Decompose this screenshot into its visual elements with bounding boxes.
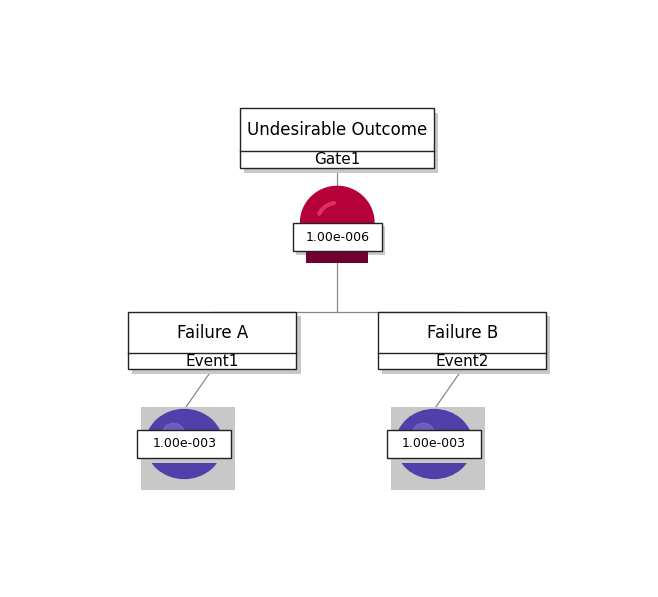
FancyBboxPatch shape <box>391 435 486 463</box>
Polygon shape <box>306 251 368 263</box>
Text: 1.00e-003: 1.00e-003 <box>402 438 466 451</box>
Text: Failure A: Failure A <box>176 324 248 341</box>
Text: Event1: Event1 <box>186 354 239 369</box>
FancyBboxPatch shape <box>391 407 486 490</box>
FancyBboxPatch shape <box>141 435 236 463</box>
FancyBboxPatch shape <box>296 226 386 254</box>
Text: 1.00e-006: 1.00e-006 <box>305 230 369 244</box>
Text: Gate1: Gate1 <box>314 152 361 167</box>
FancyBboxPatch shape <box>244 113 438 173</box>
Circle shape <box>396 410 472 478</box>
FancyBboxPatch shape <box>132 316 301 374</box>
FancyBboxPatch shape <box>378 312 546 370</box>
FancyBboxPatch shape <box>240 109 434 168</box>
Text: Failure B: Failure B <box>426 324 498 341</box>
FancyBboxPatch shape <box>137 430 232 458</box>
FancyBboxPatch shape <box>387 430 481 458</box>
FancyBboxPatch shape <box>141 407 236 490</box>
Circle shape <box>413 423 434 442</box>
Circle shape <box>146 410 222 478</box>
Text: Undesirable Outcome: Undesirable Outcome <box>247 121 427 139</box>
Text: Event2: Event2 <box>436 354 489 369</box>
FancyBboxPatch shape <box>382 316 550 374</box>
Circle shape <box>163 423 184 442</box>
FancyBboxPatch shape <box>293 223 382 251</box>
Text: 1.00e-003: 1.00e-003 <box>152 438 216 451</box>
FancyBboxPatch shape <box>128 312 297 370</box>
Polygon shape <box>301 186 374 223</box>
